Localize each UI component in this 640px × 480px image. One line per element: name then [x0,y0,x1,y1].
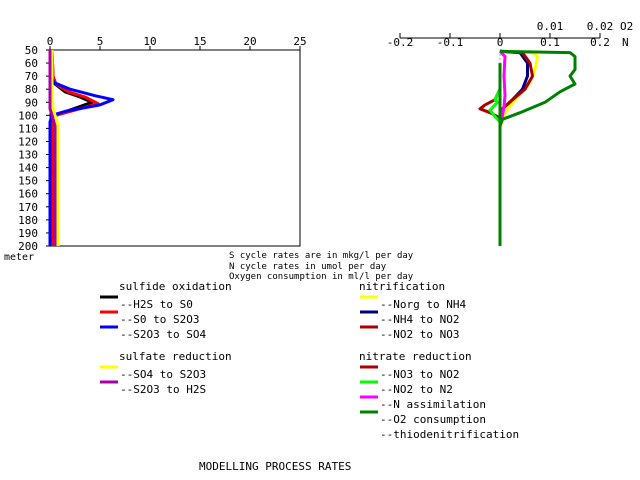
left-x-tick-label: 25 [293,35,306,48]
left-y-tick-label: 100 [18,109,38,122]
right-x-tick-label: -0.1 [437,36,464,49]
y-axis-label: meter [4,252,34,263]
legend-label: --NO2 to NO3 [380,328,459,341]
legend-labels: --H2S to S0 --S0 to S2O3 --S2O3 to SO4 --SO… [120,298,519,441]
left-y-tick-label: 180 [18,214,38,227]
left-y-tick-label: 150 [18,175,38,188]
right-x-unit-label: N [622,36,629,49]
right-o2-tick-label: 0.02 [587,20,614,33]
legend-label: --O2 consumption [380,413,486,426]
legend-label: --N assimilation [380,398,486,411]
left-series-line [50,50,60,246]
legend-swatches [100,295,378,414]
left-y-tick-label: 200 [18,240,38,253]
left-plot-frame [49,49,301,247]
left-y-tick-label: 90 [25,96,38,109]
left-series-line [48,50,57,246]
left-y-tick-label: 50 [25,44,38,57]
legend-group-nitrification: nitrification [359,280,445,293]
legend-label: --H2S to S0 [120,298,193,311]
right-series-group [478,49,577,246]
left-y-tick-label: 130 [18,149,38,162]
legend-label: --NO3 to NO2 [380,368,459,381]
left-x-tick-label: 5 [97,35,104,48]
units-note-3: Oxygen consumption in ml/l per day [229,272,414,282]
units-note-2: N cycle rates in umol per day [229,262,387,272]
right-x-tick-label: 0.1 [540,36,560,49]
left-y-tick-label: 70 [25,70,38,83]
right-x-axis: -0.2 -0.1 0 0.1 0.2 N 0.01 0.02 O2 [387,20,634,49]
legend-group-nitrate-reduction: nitrate reduction [359,350,472,363]
left-x-tick-label: 10 [143,35,156,48]
legend-group-sulfide-oxidation: sulfide oxidation [119,280,232,293]
legend-label: --S0 to S2O3 [120,313,199,326]
legend-label: --S2O3 to H2S [120,383,206,396]
units-notes: S cycle rates are in mkg/l per day N cyc… [229,251,414,282]
legend-label: --S2O3 to SO4 [120,328,206,341]
left-y-tick-label: 80 [25,83,38,96]
right-x-tick-label: 0 [497,36,504,49]
units-note-1: S cycle rates are in mkg/l per day [229,251,414,261]
legend-label: --Norg to NH4 [380,298,466,311]
left-series-group [48,49,115,246]
legend: sulfide oxidation sulfate reduction nitr… [100,280,519,441]
left-y-tick-label: 120 [18,135,38,148]
left-y-tick-label: 190 [18,227,38,240]
left-y-axis: 5060708090100110120130140150160170180190… [18,44,50,253]
left-panel: 0 5 10 15 20 25 50607080901001101201301401501… [18,35,307,253]
legend-label: --SO4 to S2O3 [120,368,206,381]
left-x-axis: 0 5 10 15 20 25 [47,35,307,50]
right-o2-tick-label: 0.01 [537,20,564,33]
right-series-line [498,49,577,246]
left-x-tick-label: 20 [243,35,256,48]
footer-title: MODELLING PROCESS RATES [199,460,351,473]
legend-label: --NO2 to N2 [380,383,453,396]
left-y-tick-label: 140 [18,162,38,175]
right-panel: -0.2 -0.1 0 0.1 0.2 N 0.01 0.02 O2 [387,20,634,246]
right-o2-axis-label: O2 [620,20,633,33]
legend-group-sulfate-reduction: sulfate reduction [119,350,232,363]
legend-label: --NH4 to NO2 [380,313,459,326]
left-x-tick-label: 15 [193,35,206,48]
right-x-tick-label: 0.2 [590,36,610,49]
left-y-tick-label: 60 [25,57,38,70]
legend-label: --thiodenitrification [380,428,519,441]
right-x-tick-label: -0.2 [387,36,414,49]
left-y-tick-label: 110 [18,122,38,135]
left-x-tick-label: 0 [47,35,54,48]
left-y-tick-label: 160 [18,188,38,201]
left-y-tick-label: 170 [18,201,38,214]
